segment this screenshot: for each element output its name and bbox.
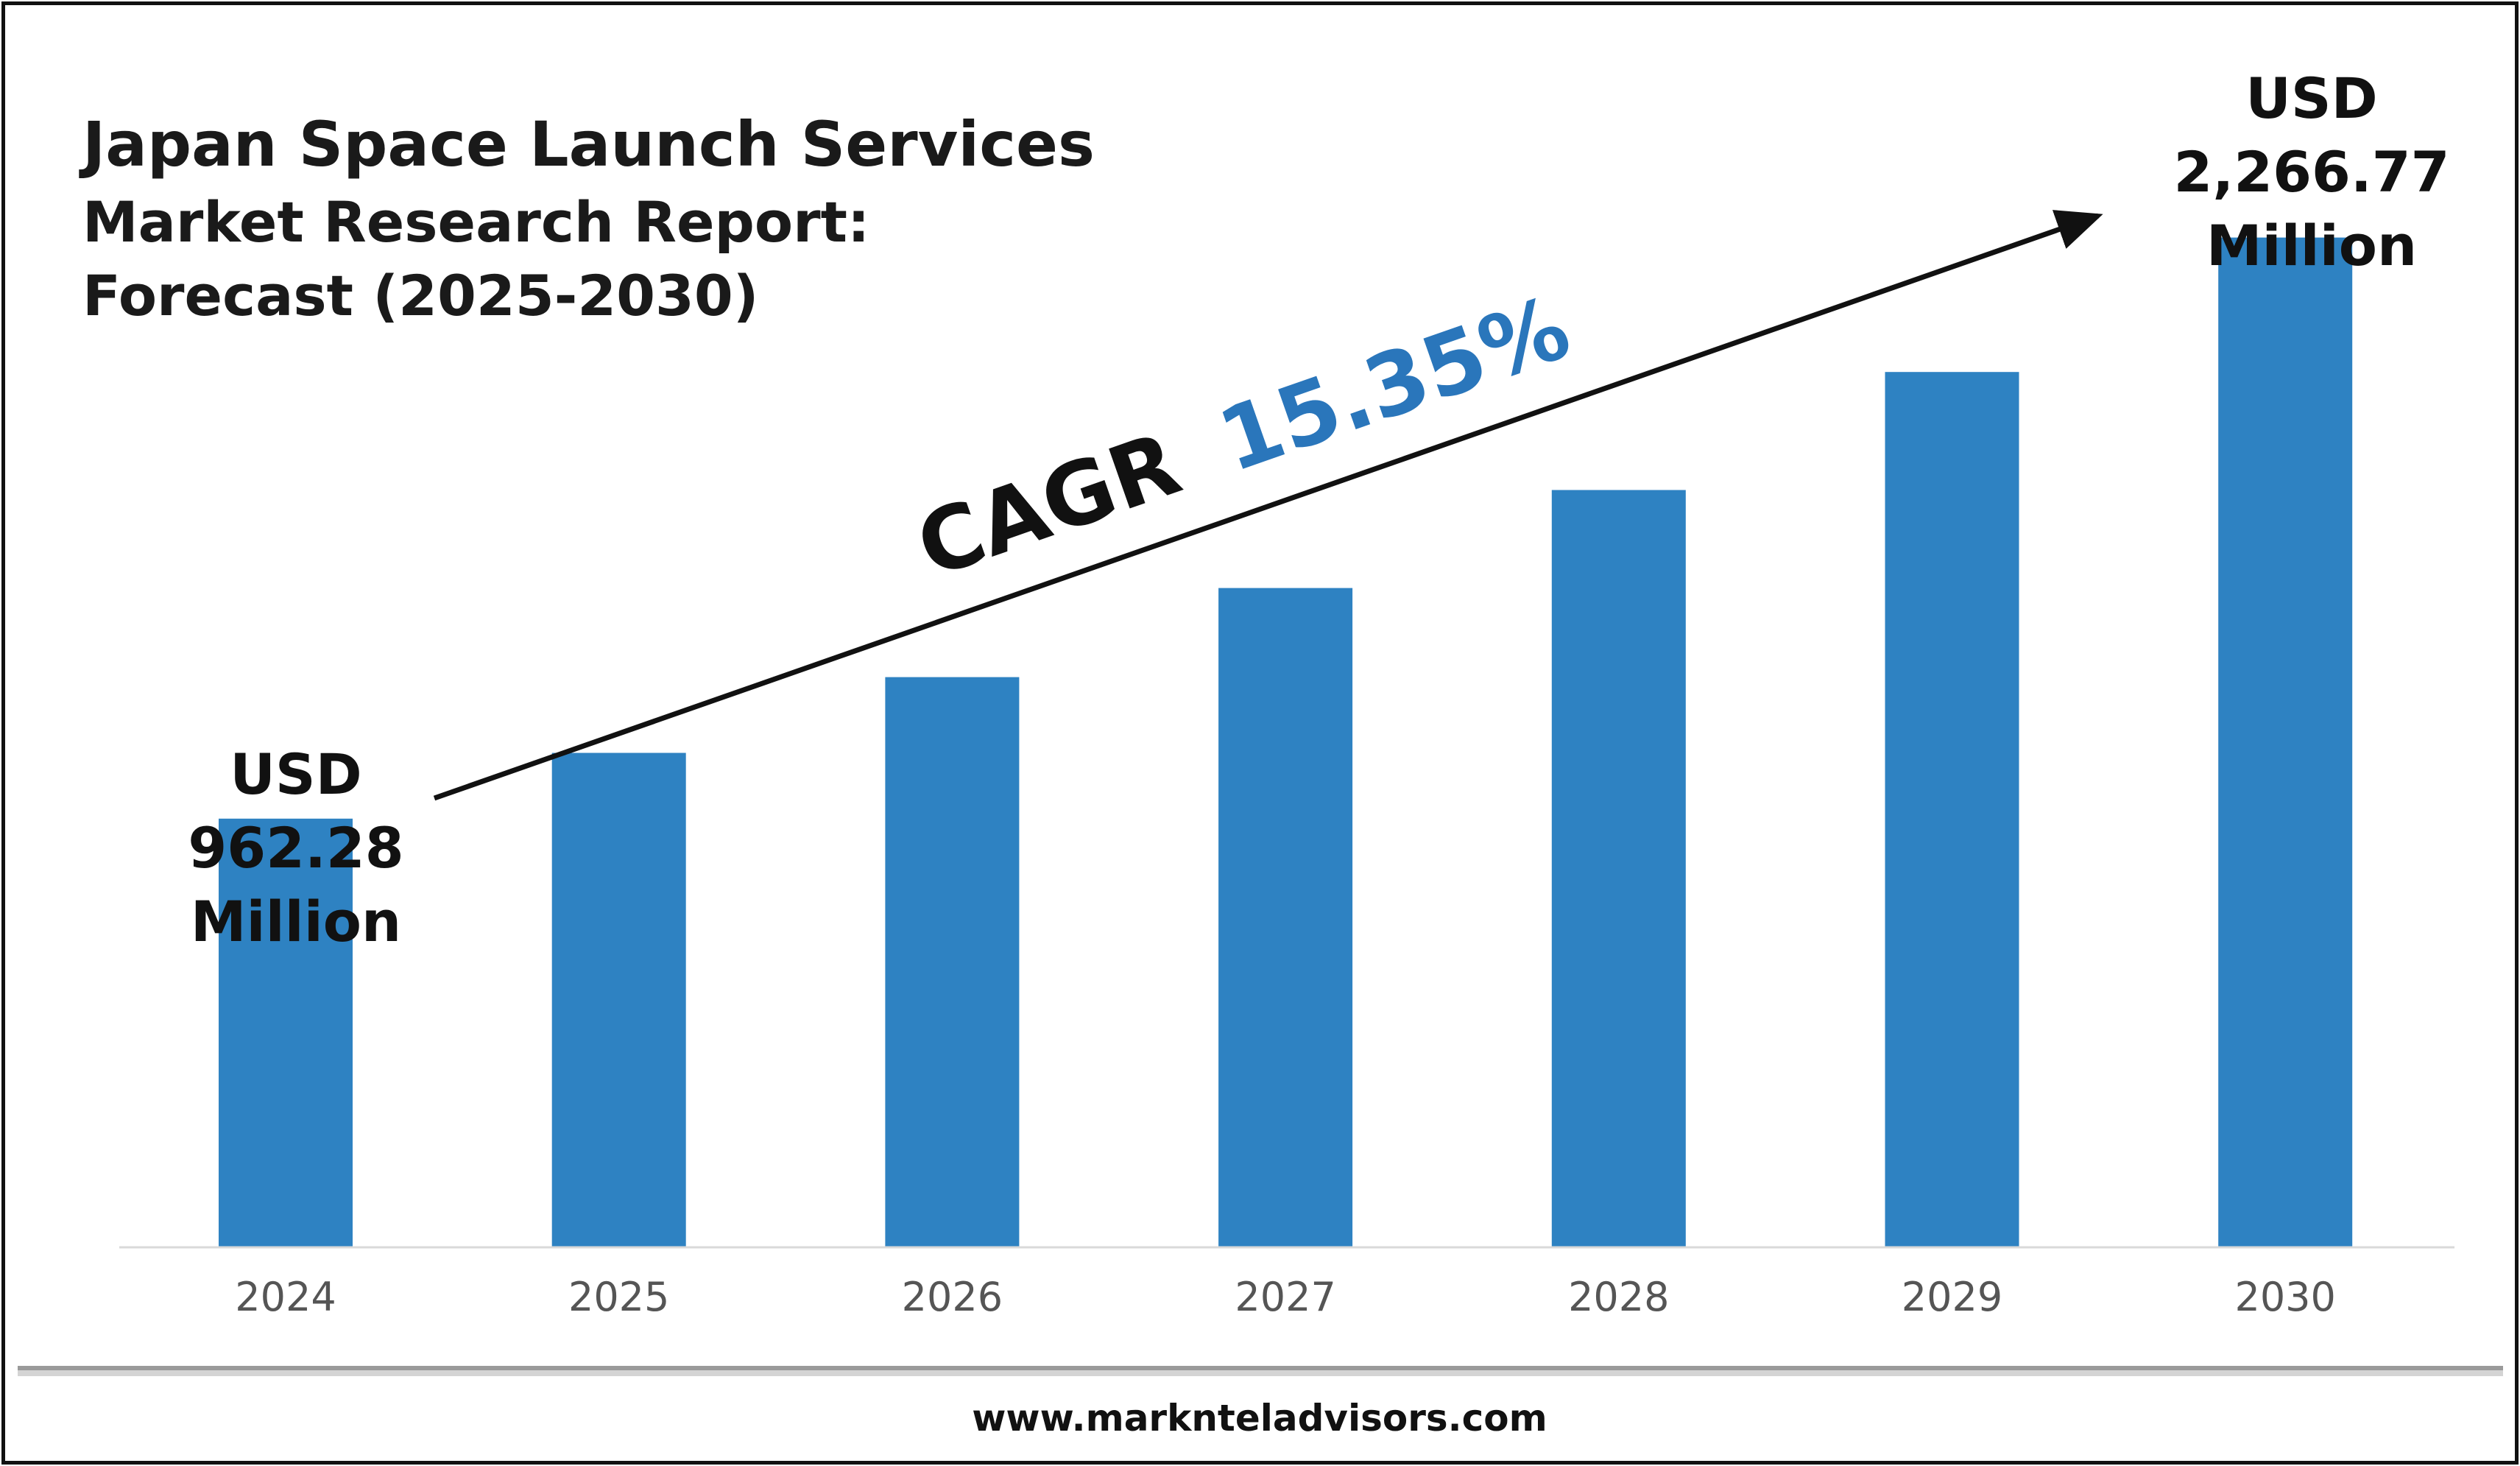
cagr-value: 15.35% <box>1207 276 1581 492</box>
end-callout-line-3: Million <box>2206 213 2417 278</box>
bar-2026 <box>885 677 1020 1247</box>
end-callout-line-2: 2,266.77 <box>2173 139 2449 205</box>
x-tick-labels: 2024 2025 2026 2027 2028 2029 2030 <box>235 1274 2336 1320</box>
growth-arrow <box>433 210 2103 801</box>
start-callout-line-1: USD <box>230 741 362 807</box>
bar-2029 <box>1885 372 2019 1248</box>
bar-2025 <box>551 753 686 1247</box>
chart-title: Japan Space Launch Services <box>79 108 1095 180</box>
bar-2030 <box>2218 237 2353 1248</box>
cagr-label: CAGR <box>905 412 1193 597</box>
x-tick-label-2025: 2025 <box>568 1274 669 1320</box>
bar-2028 <box>1551 490 1686 1247</box>
bar-series <box>219 237 2353 1248</box>
footer-separator <box>18 1366 2503 1370</box>
start-callout-line-3: Million <box>191 889 401 954</box>
footer-url: www.marknteladvisors.com <box>972 1397 1547 1439</box>
bar-2024 <box>219 818 353 1247</box>
chart-subtitle-line-1: Market Research Report: <box>82 189 869 255</box>
x-tick-label-2030: 2030 <box>2234 1274 2335 1320</box>
start-value-callout: USD 962.28 Million <box>188 741 403 954</box>
x-tick-label-2027: 2027 <box>1235 1274 1335 1320</box>
x-tick-label-2028: 2028 <box>1568 1274 1669 1320</box>
end-value-callout: USD 2,266.77 Million <box>2173 66 2449 278</box>
start-callout-line-2: 962.28 <box>188 815 403 881</box>
end-callout-line-1: USD <box>2245 66 2378 131</box>
bar-2027 <box>1218 588 1353 1247</box>
x-tick-label-2024: 2024 <box>235 1274 336 1320</box>
x-tick-label-2026: 2026 <box>902 1274 1003 1320</box>
x-tick-label-2029: 2029 <box>1902 1274 2002 1320</box>
cagr-annotation: CAGR 15.35% <box>905 276 1582 597</box>
chart-subtitle-line-2: Forecast (2025-2030) <box>82 263 759 328</box>
